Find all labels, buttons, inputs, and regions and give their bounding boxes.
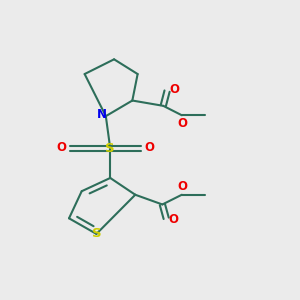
Text: N: N	[96, 108, 106, 121]
Text: S: S	[105, 142, 115, 155]
Text: O: O	[177, 117, 188, 130]
Text: O: O	[144, 141, 154, 154]
Text: O: O	[168, 213, 178, 226]
Text: S: S	[92, 227, 101, 240]
Text: O: O	[169, 83, 179, 96]
Text: O: O	[177, 180, 188, 193]
Text: O: O	[56, 141, 66, 154]
